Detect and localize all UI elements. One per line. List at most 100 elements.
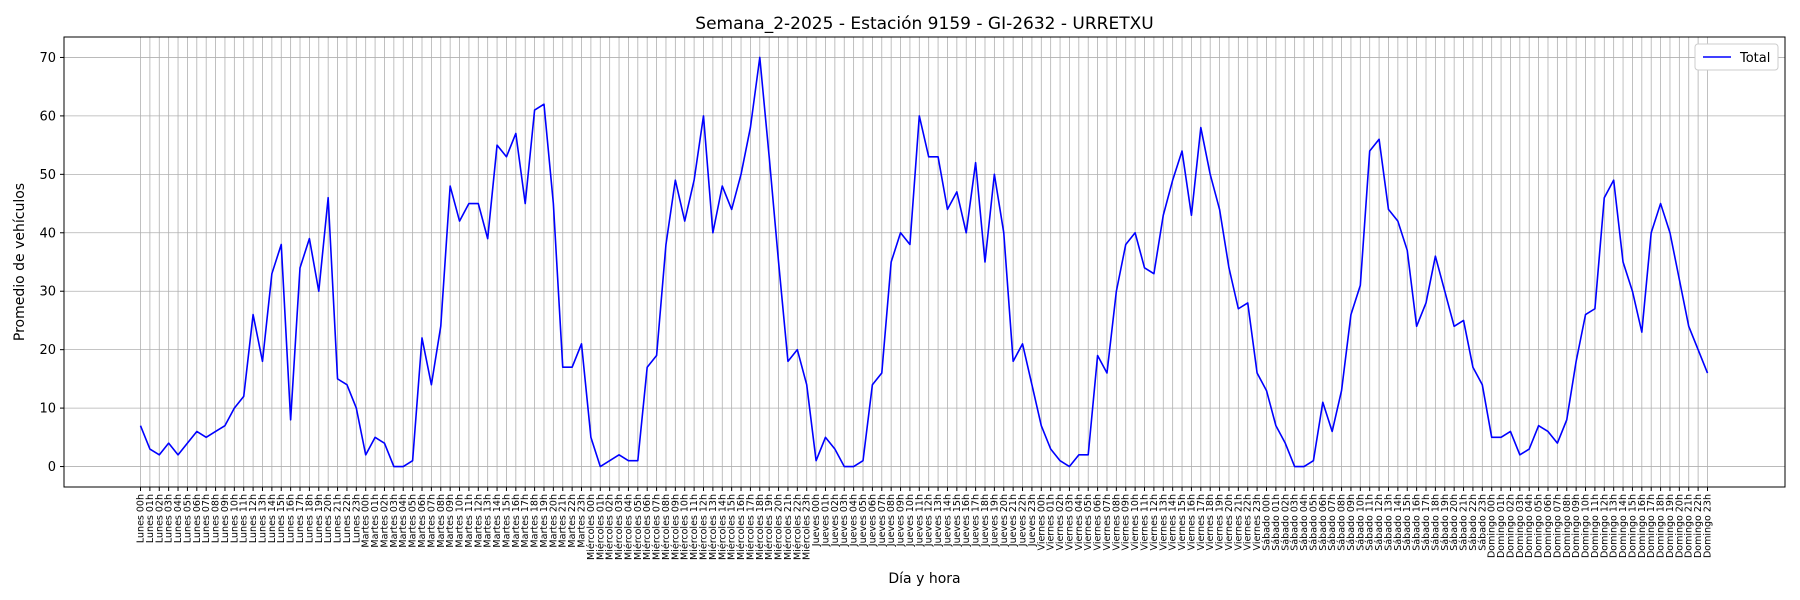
x-tick-label: Viernes 05h xyxy=(1083,494,1094,550)
x-tick-label: Sábado 22h xyxy=(1468,494,1479,551)
x-tick-label: Sábado 04h xyxy=(1299,494,1310,551)
x-tick-label: Lunes 09h xyxy=(220,494,231,543)
x-tick-label: Jueves 09h xyxy=(896,494,907,547)
x-tick-label: Martes 06h xyxy=(417,494,428,548)
x-tick-label: Lunes 18h xyxy=(304,494,315,543)
x-tick-label: Sábado 21h xyxy=(1459,494,1470,551)
plot-area xyxy=(63,36,1786,488)
x-tick-label: Lunes 01h xyxy=(145,494,156,543)
x-tick-label: Miércoles 05h xyxy=(633,494,644,560)
x-tick-label: Lunes 00h xyxy=(136,494,147,543)
x-tick-label: Martes 03h xyxy=(389,494,400,548)
y-tick-label: 30 xyxy=(39,285,56,300)
x-tick-label: Lunes 06h xyxy=(192,494,203,543)
x-tick-label: Sábado 08h xyxy=(1337,494,1348,551)
x-tick-label: Sábado 12h xyxy=(1374,494,1385,551)
x-tick-label: Sábado 16h xyxy=(1412,494,1423,551)
y-tick-label: 50 xyxy=(39,168,56,183)
x-tick-label: Jueves 13h xyxy=(933,494,944,547)
x-tick-label: Miércoles 07h xyxy=(652,494,663,560)
x-tick-label: Viernes 04h xyxy=(1074,494,1085,550)
x-tick-label: Domingo 04h xyxy=(1524,494,1535,558)
x-tick-label: Sábado 10h xyxy=(1355,494,1366,551)
y-axis-label: Promedio de vehículos xyxy=(12,183,28,341)
x-tick-label: Sábado 05h xyxy=(1308,494,1319,551)
x-tick-label: Lunes 16h xyxy=(286,494,297,543)
x-tick-label: Miércoles 15h xyxy=(727,494,738,560)
y-tick-label: 20 xyxy=(39,343,56,358)
x-tick-label: Viernes 19h xyxy=(1215,494,1226,550)
x-tick-label: Viernes 13h xyxy=(1158,494,1169,550)
x-tick-label: Sábado 17h xyxy=(1421,494,1432,551)
x-tick-label: Domingo 07h xyxy=(1552,494,1563,558)
x-tick-label: Jueves 20h xyxy=(999,494,1010,547)
x-tick-label: Miércoles 18h xyxy=(755,494,766,560)
x-tick-label: Miércoles 16h xyxy=(736,494,747,560)
x-tick-label: Domingo 23h xyxy=(1703,494,1714,558)
x-tick-label: Miércoles 22h xyxy=(792,494,803,560)
y-tick-label: 10 xyxy=(39,402,56,417)
x-tick-label: Martes 07h xyxy=(426,494,437,548)
x-tick-label: Miércoles 02h xyxy=(605,494,616,560)
x-tick-label: Jueves 02h xyxy=(830,494,841,547)
x-tick-label: Domingo 08h xyxy=(1562,494,1573,558)
x-tick-label: Viernes 18h xyxy=(1205,494,1216,550)
x-tick-label: Lunes 12h xyxy=(248,494,259,543)
x-tick-label: Martes 08h xyxy=(436,494,447,548)
x-tick-label: Martes 15h xyxy=(501,494,512,548)
x-tick-label: Domingo 18h xyxy=(1656,494,1667,558)
x-tick-label: Miércoles 23h xyxy=(802,494,813,560)
x-tick-label: Miércoles 19h xyxy=(764,494,775,560)
x-tick-label: Viernes 20h xyxy=(1224,494,1235,550)
x-tick-label: Martes 20h xyxy=(548,494,559,548)
x-tick-label: Miércoles 20h xyxy=(774,494,785,560)
x-tick-label: Lunes 14h xyxy=(267,494,278,543)
x-tick-label: Lunes 15h xyxy=(276,494,287,543)
x-tick-label: Domingo 06h xyxy=(1543,494,1554,558)
x-tick-label: Sábado 03h xyxy=(1290,494,1301,551)
x-tick-label: Miércoles 09h xyxy=(670,494,681,560)
x-tick-label: Martes 13h xyxy=(483,494,494,548)
x-tick-label: Viernes 06h xyxy=(1093,494,1104,550)
x-tick-label: Martes 18h xyxy=(530,494,541,548)
x-tick-label: Miércoles 04h xyxy=(623,494,634,560)
x-tick-label: Sábado 11h xyxy=(1365,494,1376,551)
x-tick-label: Domingo 22h xyxy=(1693,494,1704,558)
grid xyxy=(64,37,1785,487)
legend-box xyxy=(1694,43,1779,71)
x-tick-label: Miércoles 03h xyxy=(614,494,625,560)
x-tick-label: Martes 05h xyxy=(408,494,419,548)
x-tick-label: Martes 01h xyxy=(370,494,381,548)
x-tick-label: Viernes 10h xyxy=(1130,494,1141,550)
x-tick-label: Jueves 15h xyxy=(952,494,963,547)
x-tick-label: Jueves 08h xyxy=(886,494,897,547)
x-tick-label: Jueves 23h xyxy=(1027,494,1038,547)
x-tick-label: Miércoles 17h xyxy=(745,494,756,560)
y-axis-ticks: 0 10 20 30 40 50 60 70 xyxy=(39,51,64,475)
x-tick-label: Lunes 19h xyxy=(314,494,325,543)
x-tick-label: Sábado 20h xyxy=(1449,494,1460,551)
x-tick-label: Domingo 16h xyxy=(1637,494,1648,558)
x-tick-label: Domingo 17h xyxy=(1646,494,1657,558)
x-tick-label: Viernes 03h xyxy=(1064,494,1075,550)
x-tick-label: Miércoles 00h xyxy=(586,494,597,560)
x-tick-label: Lunes 04h xyxy=(173,494,184,543)
x-tick-label: Martes 23h xyxy=(577,494,588,548)
x-tick-label: Domingo 19h xyxy=(1665,494,1676,558)
x-tick-label: Viernes 09h xyxy=(1121,494,1132,550)
x-tick-label: Viernes 14h xyxy=(1168,494,1179,550)
x-tick-label: Sábado 00h xyxy=(1261,494,1272,551)
x-tick-label: Miércoles 13h xyxy=(708,494,719,560)
x-tick-label: Jueves 03h xyxy=(839,494,850,547)
x-tick-label: Lunes 17h xyxy=(295,494,306,543)
x-tick-label: Sábado 06h xyxy=(1318,494,1329,551)
x-tick-label: Miércoles 12h xyxy=(698,494,709,560)
x-tick-label: Miércoles 01h xyxy=(595,494,606,560)
x-tick-label: Domingo 10h xyxy=(1581,494,1592,558)
x-tick-label: Jueves 18h xyxy=(980,494,991,547)
x-tick-label: Sábado 14h xyxy=(1393,494,1404,551)
x-tick-label: Viernes 08h xyxy=(1111,494,1122,550)
x-tick-label: Sábado 15h xyxy=(1402,494,1413,551)
x-tick-label: Jueves 16h xyxy=(961,494,972,547)
